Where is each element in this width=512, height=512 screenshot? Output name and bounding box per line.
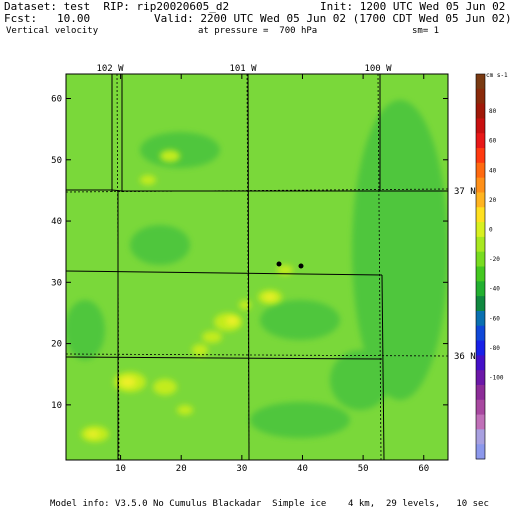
colorbar-swatch [476,207,485,223]
lon-label: 102 W [96,64,124,74]
colorbar-swatch [476,133,485,149]
colorbar-label: -60 [489,315,500,322]
y-tick-label: 40 [51,217,62,227]
colorbar-swatch [476,384,485,401]
y-tick-label: 30 [51,278,62,288]
colorbar-swatch [476,162,485,179]
colorbar-label: -20 [489,256,500,263]
colorbar-swatch [476,340,485,356]
x-axis: 10 20 30 40 50 60 [115,74,429,474]
colorbar-swatch [476,88,485,105]
colorbar-label: 60 [489,138,497,145]
county-boundaries [66,74,448,460]
colorbar-swatch [476,325,485,342]
colorbar-swatch [476,148,485,164]
colorbar-label: 40 [489,167,497,174]
colorbar-swatch [476,281,485,297]
y-tick-label: 20 [51,340,62,350]
y-tick-label: 50 [51,156,62,166]
plot-frame [65,73,449,461]
colorbar-label: 20 [489,197,497,204]
colorbar-swatch [476,192,485,208]
station-marker [298,263,304,269]
colorbar-swatch [476,236,485,253]
downdraft-regions [66,100,448,438]
y-axis: 10 20 30 40 50 60 [51,95,448,411]
valid-time-label: Valid: 2200 UTC Wed 05 Jun 02 (1700 CDT … [154,12,512,25]
x-tick-label: 20 [176,464,187,474]
x-tick-label: 60 [418,464,429,474]
x-tick-label: 10 [115,464,126,474]
colorbar-swatch [476,370,485,386]
station-marker [276,261,282,267]
colorbar-label: -40 [489,286,500,293]
x-tick-label: 30 [236,464,247,474]
lon-label: 101 W [229,64,257,74]
lat-label: 37 N [454,187,476,197]
init-time-label: Init: 1200 UTC Wed 05 Jun 02 [320,0,506,13]
color-bar: 80 60 40 20 0 -20 -40 -60 -80 -100 [475,73,504,460]
colorbar-label: 80 [489,108,497,115]
lat-label: 36 N [454,352,476,362]
x-tick-label: 50 [358,464,369,474]
x-tick-label: 40 [297,464,308,474]
pressure-level-label: at pressure = 700 hPa [198,26,318,36]
smoothing-label: sm= 1 [412,26,440,36]
colorbar-label: 0 [489,226,493,233]
colorbar-label: -80 [489,345,500,352]
vertical-velocity-field [66,74,448,460]
colorbar-swatch [476,310,485,327]
colorbar-swatch [476,296,485,312]
colorbar-swatch [476,444,485,460]
colorbar-swatch [476,222,485,238]
lon-label: 100 W [364,64,392,74]
colorbar-swatch [476,103,485,119]
colorbar-unit: cm s-1 [486,72,508,79]
forecast-hour-label: Fcst: 10.00 [4,12,91,25]
y-tick-label: 60 [51,95,62,105]
colorbar-swatch [476,118,485,134]
y-tick-label: 10 [51,401,62,411]
dataset-label: Dataset: test RIP: rip20020605_d2 [4,0,230,13]
colorbar-swatch [476,266,485,282]
model-info-label: Model info: V3.5.0 No Cumulus Blackadar … [50,499,489,509]
colorbar-swatch [476,177,485,193]
field-name-label: Vertical velocity [6,26,99,36]
colorbar-swatch [476,414,485,430]
colorbar-label: -100 [489,375,504,382]
strong-updraft-regions [87,294,276,437]
colorbar-swatch [476,355,485,371]
colorbar-swatch [476,74,485,90]
colorbar-swatch [476,399,485,416]
colorbar-swatch [476,251,485,267]
colorbar-swatch [476,429,485,445]
